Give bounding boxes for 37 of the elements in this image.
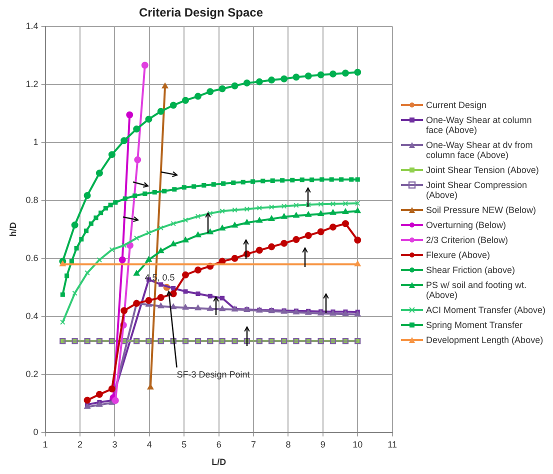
annotation: SF-3 Design Point: [176, 369, 250, 380]
y-tick-label: 1.2: [26, 78, 38, 89]
x-tick-label: 1: [42, 439, 48, 450]
x-axis-title: L/D: [212, 457, 227, 468]
y-axis-title: h/D: [8, 222, 18, 237]
y-tick-label: 0.8: [26, 194, 38, 205]
legend-label: Soil Pressure NEW (Below): [426, 205, 536, 215]
legend-label: Spring Moment Transfer: [426, 320, 523, 330]
chart-title: Criteria Design Space: [138, 6, 264, 20]
y-tick-label: 1: [33, 136, 38, 147]
legend-label: ACI Moment Transfer (Above): [426, 305, 546, 315]
x-tick-label: 11: [388, 439, 397, 450]
y-tick-label: 1.4: [26, 20, 38, 31]
y-tick-label: 0.4: [26, 310, 38, 321]
x-tick-label: 5: [182, 439, 187, 450]
x-tick-label: 2: [78, 439, 83, 450]
legend-label: Joint Shear Tension (Above): [426, 165, 539, 175]
legend-label: One-Way Shear at column face (Above): [426, 115, 533, 135]
y-tick-label: 0.6: [26, 252, 38, 263]
x-tick-label: 7: [251, 439, 256, 450]
x-tick-label: 10: [352, 439, 363, 450]
legend-label: Current Design: [426, 100, 487, 110]
x-tick-label: 4: [146, 439, 152, 450]
legend-label: PS w/ soil and footing wt.(Above): [426, 280, 528, 300]
x-tick-label: 6: [216, 439, 222, 450]
x-tick-label: 3: [112, 439, 118, 450]
y-tick-label: 0.2: [26, 368, 38, 379]
legend-label: 2/3 Criterion (Below): [426, 235, 508, 245]
legend-label: Joint Shear Compression (Above): [426, 180, 528, 200]
x-tick-label: 8: [286, 439, 291, 450]
legend-label: Shear Friction (above): [426, 265, 516, 275]
legend-label: Overturning (Below): [426, 220, 506, 230]
legend-label: Flexure (Above): [426, 250, 490, 260]
x-tick-label: 9: [320, 439, 326, 450]
y-tick-label: 0: [33, 426, 38, 437]
legend-label: One-Way Shear at dv from column face (Above): [426, 140, 534, 160]
legend-label: Development Length (Above): [426, 335, 544, 345]
